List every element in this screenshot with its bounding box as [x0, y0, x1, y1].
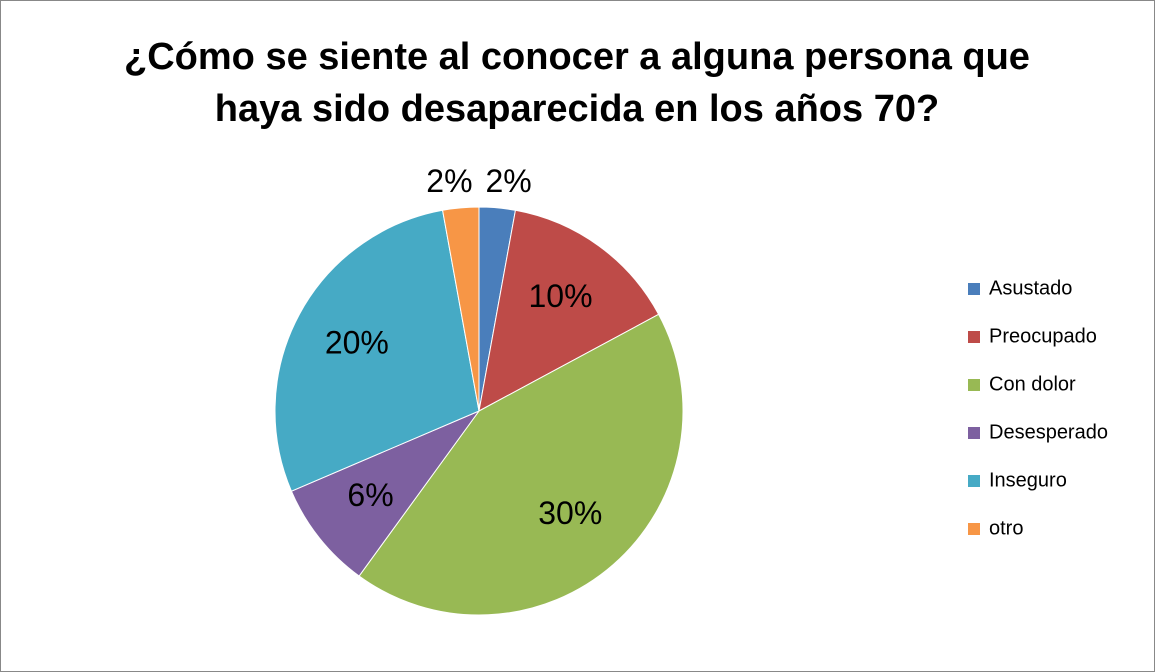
legend-swatch	[968, 331, 980, 343]
pie-slice	[358, 313, 684, 616]
legend-label: Inseguro	[989, 469, 1067, 491]
chart-title: ¿Cómo se siente al conocer a alguna pers…	[124, 36, 1030, 130]
legend-label: otro	[989, 517, 1023, 539]
pie-slice	[441, 206, 480, 412]
legend-label: Preocupado	[989, 325, 1097, 347]
data-label: 6%	[347, 477, 393, 513]
legend-label: Desesperado	[989, 421, 1108, 443]
data-label: 10%	[529, 278, 593, 314]
legend-swatch	[968, 283, 980, 295]
legend-swatch	[968, 523, 980, 535]
legend-label: Asustado	[989, 277, 1072, 299]
legend-swatch	[968, 379, 980, 391]
data-label: 30%	[538, 495, 602, 531]
legend-swatch	[968, 475, 980, 487]
pie-slice	[478, 209, 660, 412]
pie-slice	[290, 409, 481, 577]
legend-swatch	[968, 427, 980, 439]
data-label: 20%	[325, 325, 389, 361]
legend-label: Con dolor	[989, 373, 1076, 395]
data-label: 2%	[426, 163, 472, 199]
pie-slice	[274, 209, 480, 492]
data-label: 2%	[485, 163, 531, 199]
